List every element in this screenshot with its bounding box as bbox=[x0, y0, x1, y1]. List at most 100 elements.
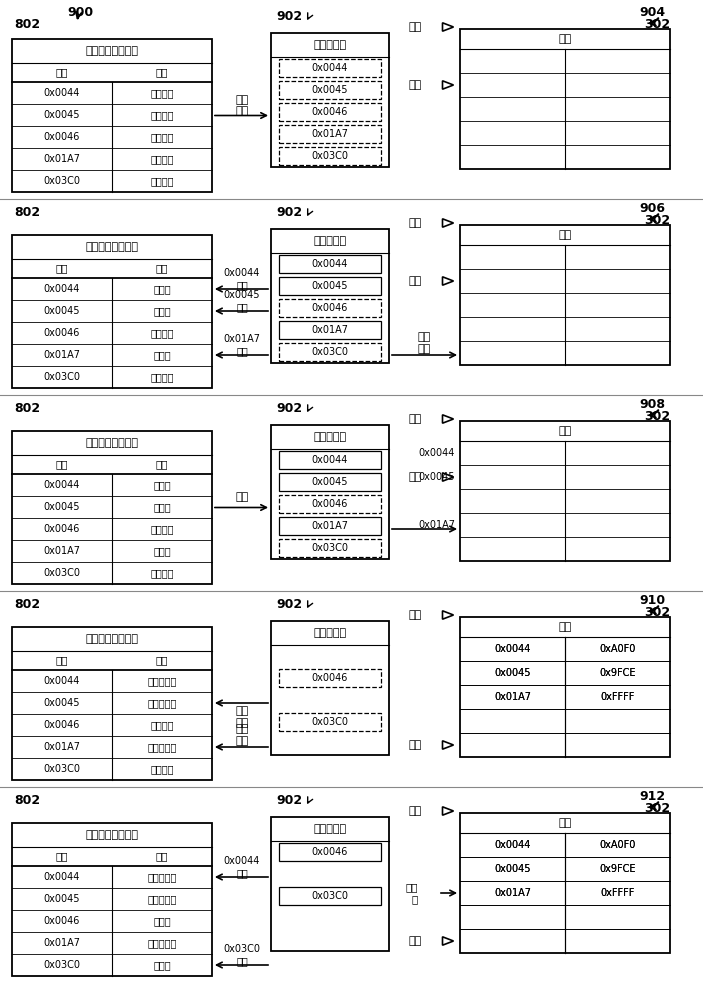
Text: 902: 902 bbox=[276, 597, 302, 610]
Text: 日志: 日志 bbox=[558, 426, 572, 436]
Text: 0x03C0: 0x03C0 bbox=[44, 960, 81, 970]
Text: 正在写入: 正在写入 bbox=[150, 88, 174, 98]
Text: 802: 802 bbox=[14, 18, 40, 31]
Text: 尾部: 尾部 bbox=[408, 22, 422, 32]
Bar bbox=[279, 343, 381, 361]
Bar bbox=[279, 539, 381, 557]
Text: 0x0046: 0x0046 bbox=[44, 132, 80, 142]
Text: 0x03C0: 0x03C0 bbox=[44, 764, 81, 774]
Text: 910: 910 bbox=[639, 594, 665, 607]
Text: 0x0045: 0x0045 bbox=[494, 668, 531, 678]
Text: 已缓冲: 已缓冲 bbox=[153, 960, 171, 970]
Text: 0x01A7: 0x01A7 bbox=[418, 520, 455, 530]
Text: 0x03C0
成功: 0x03C0 成功 bbox=[224, 944, 261, 966]
Bar bbox=[279, 255, 381, 273]
Text: 刷新
成功: 刷新 成功 bbox=[236, 706, 249, 728]
Text: 日志: 日志 bbox=[558, 230, 572, 240]
Text: 刷新
成功: 刷新 成功 bbox=[236, 724, 249, 746]
Text: 刷新
点: 刷新 点 bbox=[406, 882, 418, 904]
Text: 0x0045: 0x0045 bbox=[311, 281, 348, 291]
Bar bbox=[279, 517, 381, 535]
Bar bbox=[12, 627, 212, 780]
Text: 正在写入: 正在写入 bbox=[150, 328, 174, 338]
Bar bbox=[271, 229, 389, 363]
Text: 902: 902 bbox=[276, 794, 302, 806]
Text: 0x01A7: 0x01A7 bbox=[494, 888, 531, 898]
Bar bbox=[460, 225, 670, 365]
Text: 状态: 状态 bbox=[156, 263, 168, 273]
Bar bbox=[279, 887, 381, 905]
Text: 已缓冲: 已缓冲 bbox=[153, 350, 171, 360]
Text: 0xFFFF: 0xFFFF bbox=[600, 888, 635, 898]
Text: 900: 900 bbox=[67, 6, 93, 19]
Text: 正在写入: 正在写入 bbox=[150, 132, 174, 142]
Text: 头部: 头部 bbox=[408, 472, 422, 482]
Text: 已缓冲: 已缓冲 bbox=[153, 480, 171, 490]
Text: 已缓冲: 已缓冲 bbox=[153, 306, 171, 316]
Bar bbox=[271, 621, 389, 755]
Text: 写入缓冲区: 写入缓冲区 bbox=[314, 40, 347, 50]
Bar bbox=[279, 495, 381, 513]
Text: 正在写入: 正在写入 bbox=[150, 568, 174, 578]
Text: 0xFFFF: 0xFFFF bbox=[600, 888, 635, 898]
Text: 正在写入: 正在写入 bbox=[150, 764, 174, 774]
Text: 已记入日志: 已记入日志 bbox=[148, 938, 176, 948]
Text: 0x0045: 0x0045 bbox=[44, 110, 80, 120]
Bar bbox=[460, 813, 670, 953]
Bar bbox=[271, 817, 389, 951]
Text: 0x0044
成功: 0x0044 成功 bbox=[224, 268, 260, 290]
Text: 易失性存储器表示: 易失性存储器表示 bbox=[86, 242, 138, 252]
Text: 0x0044: 0x0044 bbox=[44, 872, 80, 882]
Text: 0x0046: 0x0046 bbox=[312, 107, 348, 117]
Text: 0x0046: 0x0046 bbox=[312, 847, 348, 857]
Text: 头部: 头部 bbox=[408, 80, 422, 90]
Text: 0xA0F0: 0xA0F0 bbox=[600, 644, 636, 654]
Text: 0x0044: 0x0044 bbox=[312, 63, 348, 73]
Text: 0x01A7: 0x01A7 bbox=[44, 938, 81, 948]
Text: 正在写入: 正在写入 bbox=[150, 154, 174, 164]
Text: 已记入日志: 已记入日志 bbox=[148, 676, 176, 686]
Text: 0x0044: 0x0044 bbox=[494, 840, 531, 850]
Text: 刷新: 刷新 bbox=[236, 492, 249, 502]
Text: 尾部: 尾部 bbox=[408, 414, 422, 424]
Bar bbox=[460, 833, 670, 857]
Text: 802: 802 bbox=[14, 207, 40, 220]
Bar bbox=[12, 235, 212, 388]
Text: 0x03C0: 0x03C0 bbox=[311, 543, 349, 553]
Text: 0x0044
成功: 0x0044 成功 bbox=[224, 856, 260, 878]
Bar bbox=[279, 321, 381, 339]
Text: 状态: 状态 bbox=[156, 68, 168, 78]
Text: 正在写入: 正在写入 bbox=[150, 372, 174, 382]
Text: 0x0044: 0x0044 bbox=[312, 455, 348, 465]
Text: 0x03C0: 0x03C0 bbox=[311, 891, 349, 901]
Text: 0x01A7: 0x01A7 bbox=[494, 692, 531, 702]
Bar bbox=[12, 823, 212, 976]
Text: 已缓冲: 已缓冲 bbox=[153, 502, 171, 512]
Bar bbox=[460, 637, 670, 661]
Text: 0x01A7
成功: 0x01A7 成功 bbox=[224, 334, 261, 356]
Text: 已记入日志: 已记入日志 bbox=[148, 742, 176, 752]
Text: 0x0044: 0x0044 bbox=[44, 284, 80, 294]
Text: 0x01A7: 0x01A7 bbox=[494, 692, 531, 702]
Text: 0xFFFF: 0xFFFF bbox=[600, 692, 635, 702]
Text: 易失性存储器表示: 易失性存储器表示 bbox=[86, 634, 138, 644]
Text: 908: 908 bbox=[639, 398, 665, 412]
Text: 302: 302 bbox=[644, 215, 670, 228]
Text: 0x01A7: 0x01A7 bbox=[44, 546, 81, 556]
Text: 数据
集合: 数据 集合 bbox=[418, 332, 431, 354]
Text: 已缓冲: 已缓冲 bbox=[153, 284, 171, 294]
Text: 写入缓冲区: 写入缓冲区 bbox=[314, 824, 347, 834]
Bar bbox=[460, 617, 670, 757]
Text: 302: 302 bbox=[644, 18, 670, 31]
Text: 0xA0F0: 0xA0F0 bbox=[600, 644, 636, 654]
Text: 地址: 地址 bbox=[56, 263, 68, 273]
Text: 状态: 状态 bbox=[156, 460, 168, 470]
Bar bbox=[279, 843, 381, 861]
Text: 0x0044: 0x0044 bbox=[44, 676, 80, 686]
Text: 0x0044: 0x0044 bbox=[494, 840, 531, 850]
Text: 0x03C0: 0x03C0 bbox=[311, 151, 349, 161]
Text: 易失性存储器表示: 易失性存储器表示 bbox=[86, 46, 138, 56]
Text: 地址: 地址 bbox=[56, 852, 68, 861]
Text: 0x01A7: 0x01A7 bbox=[311, 521, 349, 531]
Bar bbox=[12, 431, 212, 584]
